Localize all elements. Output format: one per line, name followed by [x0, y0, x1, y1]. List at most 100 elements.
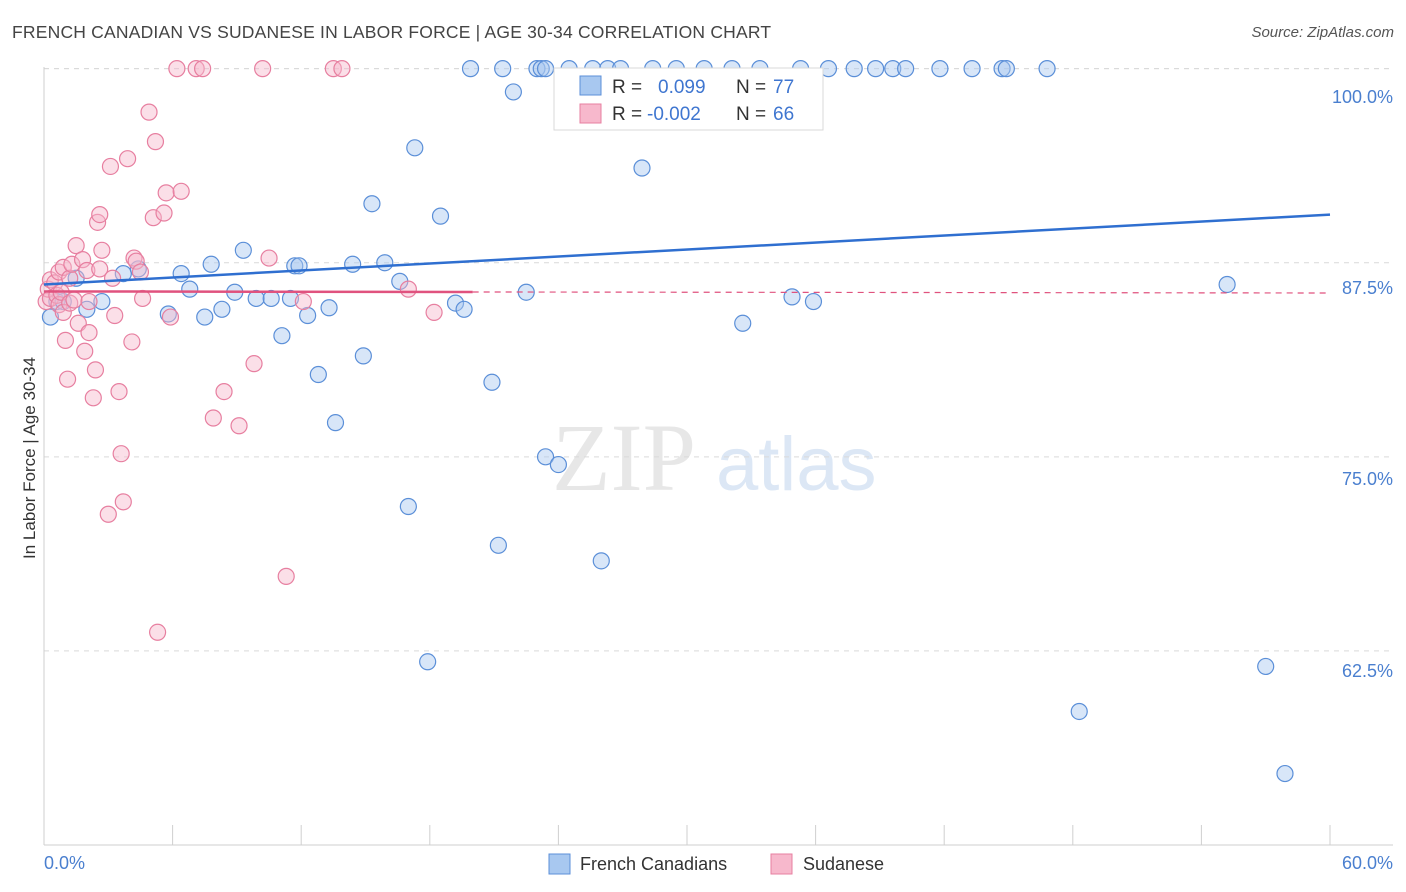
french-canadians-point [41, 308, 60, 326]
sudanese-point [230, 417, 248, 435]
french-canadians-point [783, 288, 801, 306]
sudanese-point [65, 291, 83, 309]
sudanese-point [84, 389, 102, 407]
french-canadians-point [431, 207, 450, 225]
sudanese-point [155, 204, 173, 222]
x-tick-label-max: 60.0% [1342, 853, 1393, 873]
legend-r-value: 0.099 [658, 77, 706, 98]
french-canadians-point [344, 255, 362, 273]
french-canadians-point [884, 60, 902, 78]
french-canadians-point [504, 83, 522, 101]
y-tick-label: 62.5% [1342, 661, 1393, 681]
sudanese-point [99, 505, 117, 523]
sudanese-point [161, 308, 180, 326]
french-canadians-point [734, 314, 752, 332]
french-canadians-point [354, 347, 372, 365]
french-canadians-point [931, 60, 949, 78]
sudanese-point [80, 323, 98, 342]
french-canadians-point [196, 308, 214, 326]
sudanese-point [78, 261, 96, 280]
sudanese-point [73, 251, 92, 269]
sudanese-point [56, 331, 75, 349]
sudanese-point [86, 361, 105, 379]
sudanese-point [101, 157, 120, 176]
french-canadians-trend-line [43, 213, 1331, 286]
french-canadians-point [419, 653, 437, 671]
pink-swatch [579, 103, 602, 124]
french-canadians-point [446, 294, 465, 312]
watermark-zip: ZIP [552, 404, 696, 511]
sudanese-point [144, 209, 162, 227]
sudanese-point [91, 205, 109, 224]
french-canadians-point [326, 414, 345, 432]
sudanese-point [140, 103, 158, 121]
french-canadians-point [172, 264, 190, 283]
legend-n-value: 66 [773, 104, 794, 125]
sudanese-point [58, 370, 77, 388]
french-canadians-point [489, 536, 507, 554]
sudanese-point [254, 60, 272, 78]
french-canadians-point [897, 60, 915, 78]
sudanese-point [125, 249, 143, 267]
french-canadians-point [159, 305, 177, 323]
french-canadians-point [1257, 657, 1275, 676]
legend-label-sudanese: Sudanese [803, 854, 884, 874]
french-canadians-point [93, 292, 111, 311]
french-canadians-point [234, 241, 252, 259]
legend-n-label: N = [736, 104, 766, 125]
sudanese-point [76, 342, 94, 360]
french-canadians-point [247, 289, 265, 308]
french-canadians-point [845, 60, 863, 78]
french-canadians-point [993, 60, 1011, 78]
y-tick-label: 100.0% [1332, 87, 1393, 107]
french-canadians-point [399, 497, 417, 516]
sudanese-trend-line-dashed [472, 291, 1331, 294]
sudanese-point [399, 280, 417, 298]
french-canadians-point [455, 300, 473, 318]
sudanese-point [245, 355, 263, 373]
legend-swatch-sudanese [770, 853, 793, 875]
gridlines [44, 68, 1393, 652]
legend-r-label: R = [612, 104, 642, 125]
french-canadians-point [1218, 275, 1236, 294]
blue-swatch [579, 75, 602, 96]
french-canadians-point [461, 60, 480, 78]
sudanese-point [294, 292, 312, 311]
series-legend: French Canadians Sudanese [548, 853, 884, 875]
sudanese-point [260, 249, 278, 267]
sudanese-point [91, 260, 109, 278]
sudanese-point [277, 567, 295, 585]
french-canadians-point [804, 292, 823, 311]
sudanese-point [187, 60, 205, 78]
french-canadians-point [376, 254, 394, 272]
sudanese-point [204, 409, 222, 427]
y-axis-title: In Labor Force | Age 30-34 [20, 357, 39, 559]
sudanese-point [146, 133, 165, 151]
sudanese-point [172, 182, 190, 200]
french-canadians-point [963, 60, 981, 78]
french-canadians-point [213, 300, 231, 318]
french-canadians-point [320, 299, 338, 317]
legend-label-french-canadians: French Canadians [580, 854, 727, 874]
legend-r-value: -0.002 [647, 104, 701, 125]
sudanese-trend-line [43, 290, 473, 294]
french-canadians-point [309, 365, 327, 384]
french-canadians-point [494, 60, 512, 78]
sudanese-point [131, 263, 150, 281]
french-canadians-point [281, 289, 300, 308]
axes [43, 67, 1393, 846]
french-canadians-point [549, 455, 568, 474]
french-canadians-point [592, 552, 610, 570]
sudanese-point [118, 150, 137, 168]
french-canadians-point [273, 327, 291, 345]
french-canadians-point [1070, 702, 1088, 721]
sudanese-point [106, 306, 124, 325]
french-canadians-point [867, 60, 885, 78]
y-tick-label: 87.5% [1342, 278, 1393, 298]
sudanese-point [215, 383, 233, 401]
french-canadians-point [1038, 60, 1056, 78]
french-canadians-point [483, 373, 501, 391]
sudanese-point [148, 623, 167, 641]
french-canadians-point [363, 195, 381, 213]
french-canadians-point [532, 60, 550, 78]
